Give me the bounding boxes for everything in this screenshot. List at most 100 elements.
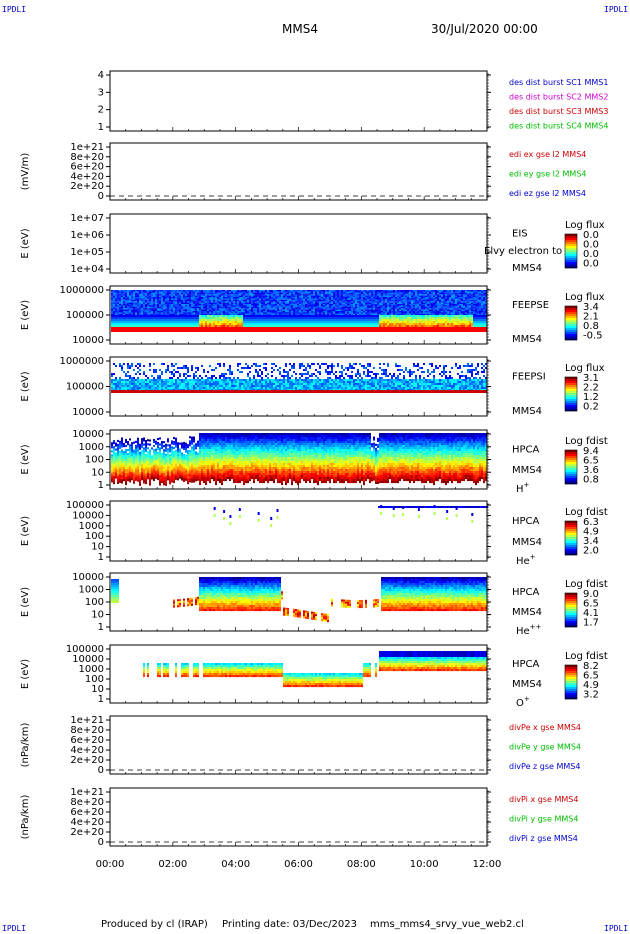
spectrogram-cell (421, 319, 423, 322)
spectrogram-cell (431, 291, 433, 293)
spectrogram-cell (383, 319, 385, 322)
spectrogram-cell (269, 290, 271, 292)
spectrogram-cell (265, 323, 267, 326)
spectrogram-cell (435, 299, 437, 302)
spectrogram-cell (415, 295, 417, 298)
spectrogram-cell (415, 304, 417, 306)
spectrogram-cell (249, 317, 251, 320)
spectrogram-cell (457, 292, 459, 295)
spectrogram-cell (157, 302, 159, 305)
spectrogram-cell (277, 291, 279, 293)
spectrogram-cell (191, 302, 193, 305)
spectrogram-cell (299, 312, 301, 314)
spectrogram-cell (361, 301, 363, 303)
spectrogram-cell (481, 295, 483, 298)
spectrogram-cell (391, 305, 393, 307)
spectrogram-cell (305, 298, 307, 300)
spectrogram-cell (373, 315, 375, 318)
spectrogram-cell (203, 290, 205, 292)
spectrogram-cell (473, 294, 475, 296)
spectrogram-cell (245, 321, 247, 324)
spectrogram-cell (381, 311, 383, 313)
spectrogram-cell (153, 302, 155, 305)
spectrogram-cell (121, 302, 123, 305)
spectrogram-cell (431, 295, 433, 298)
spectrogram-cell (225, 311, 227, 313)
spectrogram-cell (237, 325, 239, 328)
spectrogram-cell (303, 323, 305, 326)
spectrogram-cell (461, 299, 463, 302)
spectrogram-cell (255, 308, 257, 310)
spectrogram-cell (451, 317, 453, 320)
spectrogram-cell (277, 304, 279, 306)
spectrogram-cell (417, 308, 419, 310)
spectrogram-cell (463, 302, 465, 305)
spectrogram-cell (177, 311, 179, 313)
spectrogram-cell (203, 291, 205, 293)
spectrogram-cell (199, 325, 201, 328)
spectrogram-cell (323, 315, 325, 318)
spectrogram-cell (161, 323, 163, 326)
spectrogram-cell (173, 305, 175, 307)
spectrogram-cell (479, 327, 481, 332)
spectrogram-cell (269, 315, 271, 318)
spectrogram-cell (389, 306, 391, 309)
spectrogram-cell (375, 325, 377, 328)
spectrogram-cell (195, 311, 197, 313)
spectrogram-cell (135, 301, 137, 303)
spectrogram-cell (115, 313, 117, 316)
spectrogram-cell (475, 311, 477, 313)
spectrogram-cell (349, 301, 351, 303)
spectrogram-cell (269, 313, 271, 316)
panel-frame-eis (109, 213, 488, 274)
spectrogram-cell (227, 315, 229, 318)
spectrogram-cell (127, 306, 129, 309)
spectrogram-cell (191, 298, 193, 300)
spectrogram-cell (141, 317, 143, 320)
spectrogram-cell (127, 311, 129, 313)
spectrogram-cell (213, 308, 215, 310)
spectrogram-cell (261, 301, 263, 303)
spectrogram-cell (143, 327, 145, 332)
spectrogram-cell (225, 312, 227, 314)
spectrogram-cell (295, 308, 297, 310)
spectrogram-cell (341, 299, 343, 302)
spectrogram-cell (221, 299, 223, 302)
spectrogram-cell (121, 306, 123, 309)
spectrogram-cell (393, 299, 395, 302)
spectrogram-cell (129, 321, 131, 324)
spectrogram-cell (321, 294, 323, 296)
spectrogram-cell (381, 325, 383, 328)
spectrogram-cell (319, 294, 321, 296)
spectrogram-cell (301, 294, 303, 296)
spectrogram-cell (325, 311, 327, 313)
spectrogram-cell (463, 305, 465, 307)
spectrogram-cell (437, 301, 439, 303)
spectrogram-cell (225, 321, 227, 324)
spectrogram-cell (221, 323, 223, 326)
spectrogram-cell (463, 297, 465, 299)
spectrogram-cell (205, 294, 207, 296)
spectrogram-cell (221, 294, 223, 296)
spectrogram-cell (255, 311, 257, 313)
spectrogram-cell (113, 319, 115, 322)
spectrogram-cell (379, 323, 381, 326)
spectrogram-cell (315, 323, 317, 326)
spectrogram-cell (389, 302, 391, 305)
colorbar-step-eis (565, 256, 577, 259)
spectrogram-cell (179, 313, 181, 316)
spectrogram-cell (175, 297, 177, 299)
spectrogram-cell (159, 301, 161, 303)
spectrogram-cell (467, 321, 469, 324)
spectrogram-cell (475, 319, 477, 322)
spectrogram-cell (471, 327, 473, 332)
spectrogram-cell (413, 319, 415, 322)
spectrogram-cell (125, 302, 127, 305)
spectrogram-cell (405, 304, 407, 306)
spectrogram-cell (399, 323, 401, 326)
spectrogram-cell (293, 309, 295, 312)
spectrogram-cell (283, 313, 285, 316)
spectrogram-cell (427, 305, 429, 307)
spectrogram-cell (339, 295, 341, 298)
spectrogram-cell (459, 295, 461, 298)
